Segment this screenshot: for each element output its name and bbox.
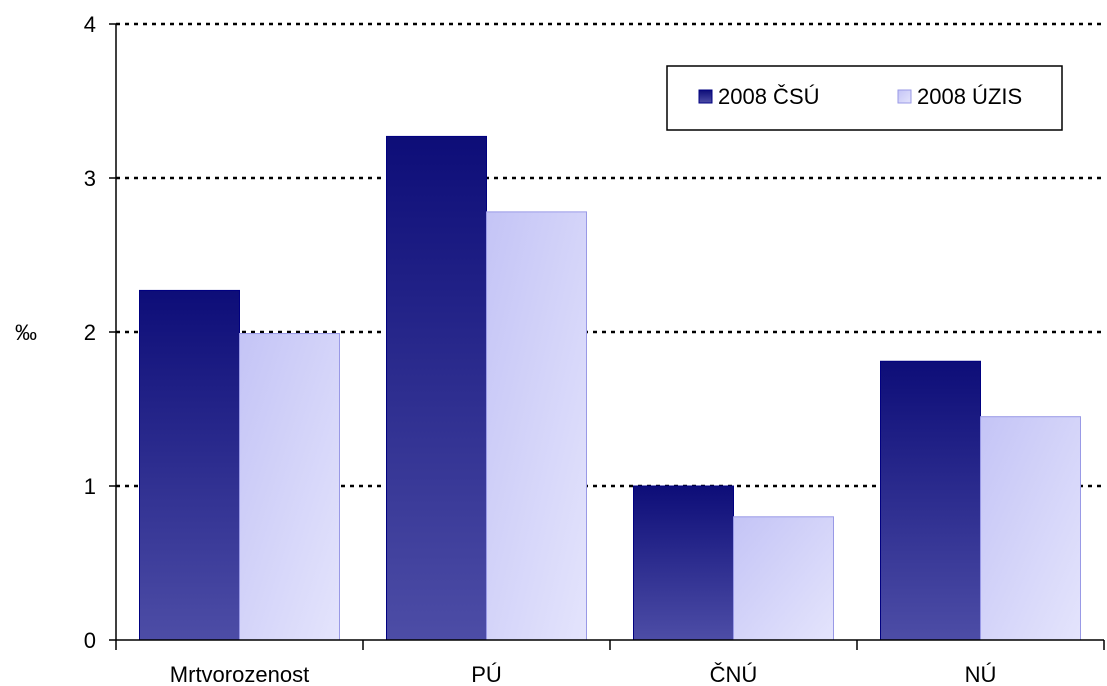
x-category-label: PÚ xyxy=(471,662,502,686)
bar-2-4 xyxy=(980,416,1081,641)
x-category-labels: Mrtvorozenost PÚ ČNÚ NÚ xyxy=(170,662,997,686)
legend: 2008 ČSÚ 2008 ÚZIS xyxy=(666,65,1063,131)
legend-swatch-series-2 xyxy=(897,89,912,104)
y-tick-label: 4 xyxy=(84,12,96,37)
bar-2-2 xyxy=(486,211,587,641)
bar-1-1 xyxy=(139,289,240,641)
legend-swatch-series-1 xyxy=(698,89,713,104)
legend-label-series-1: 2008 ČSÚ xyxy=(718,84,820,109)
y-tick-label: 1 xyxy=(84,474,96,499)
bar-2-3 xyxy=(733,516,834,641)
y-tick-label: 3 xyxy=(84,166,96,191)
x-category-label: Mrtvorozenost xyxy=(170,662,309,686)
legend-box xyxy=(666,65,1063,131)
y-tick-label: 0 xyxy=(84,628,96,653)
bar-2-1 xyxy=(239,333,340,641)
bars xyxy=(139,135,1081,641)
x-category-label: ČNÚ xyxy=(710,662,758,686)
bar-1-3 xyxy=(633,485,734,641)
legend-label-series-2: 2008 ÚZIS xyxy=(917,84,1022,109)
y-tick-labels: 0 1 2 3 4 xyxy=(84,12,96,653)
bar-1-4 xyxy=(880,360,981,641)
y-tick-label: 2 xyxy=(84,320,96,345)
axes xyxy=(109,23,1105,650)
x-category-label: NÚ xyxy=(965,662,997,686)
y-axis-label: ‰ xyxy=(15,320,37,345)
bar-1-2 xyxy=(386,135,487,641)
